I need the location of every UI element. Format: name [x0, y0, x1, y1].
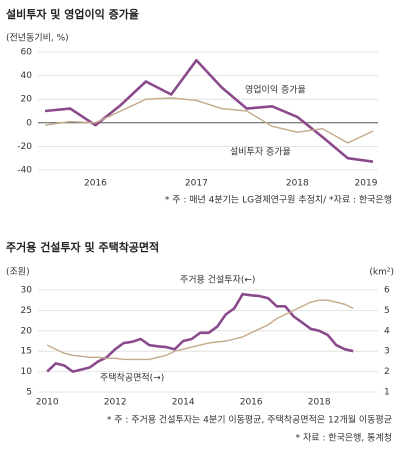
- y-tick-label: -20: [17, 142, 32, 152]
- x-tick-label: 2010: [36, 398, 59, 408]
- y-tick-label: 20: [21, 95, 33, 105]
- series-line: [46, 292, 354, 373]
- series-line: [44, 97, 374, 144]
- y-tick-label: 60: [21, 48, 33, 58]
- x-tick-label: 2019: [355, 179, 378, 189]
- series-label: 영업이익 증가율: [245, 84, 306, 96]
- x-tick-label: 2014: [172, 398, 195, 408]
- y2-axis-label: (km²): [369, 268, 394, 278]
- x-tick-label: 2018: [308, 398, 331, 408]
- y2-tick-label: 4: [384, 326, 390, 336]
- y2-tick-label: 5: [384, 306, 390, 316]
- y-axis-label: (전년동기비, %): [6, 33, 69, 44]
- y2-tick-label: 6: [384, 286, 390, 296]
- x-tick-label: 2016: [84, 179, 107, 189]
- y-tick-label: 5: [26, 388, 32, 398]
- chart-title: 주거용 건설투자 및 주택착공면적: [6, 240, 159, 254]
- x-tick-label: 2017: [185, 179, 208, 189]
- y2-tick-label: 3: [384, 347, 390, 357]
- chart-title: 설비투자 및 영업이익 증가율: [6, 7, 139, 21]
- y-tick-label: 15: [21, 347, 32, 357]
- x-tick-label: 2018: [286, 179, 309, 189]
- series-label: 주택착공면적(→): [100, 372, 164, 384]
- y2-tick-label: 2: [384, 367, 390, 377]
- y-tick-label: 25: [21, 306, 32, 316]
- y-tick-label: 40: [21, 71, 33, 81]
- series-line: [44, 59, 374, 163]
- y-tick-label: 20: [21, 326, 33, 336]
- y-axis-label: (조원): [6, 267, 30, 278]
- x-tick-label: 2016: [240, 398, 263, 408]
- y2-tick-label: 1: [384, 388, 390, 398]
- y-tick-label: 30: [21, 286, 33, 296]
- footnote: * 주 : 매년 4분기는 LG경제연구원 추정치/ *자료 : 한국은행: [165, 194, 392, 206]
- footnote: * 주 : 주거용 건설투자는 4분기 이동평균, 주택착공면적은 12개월 이…: [107, 414, 392, 426]
- x-tick-label: 2012: [104, 398, 127, 408]
- series-label: 주거용 건설투자(←): [180, 275, 255, 286]
- y-tick-label: 0: [26, 118, 32, 128]
- series-label: 설비투자 증가율: [230, 147, 291, 158]
- y-tick-label: 10: [21, 367, 33, 377]
- series-line: [46, 299, 354, 361]
- footnote: * 자료 : 한국은행, 통계청: [296, 432, 392, 444]
- y-tick-label: -40: [17, 166, 32, 176]
